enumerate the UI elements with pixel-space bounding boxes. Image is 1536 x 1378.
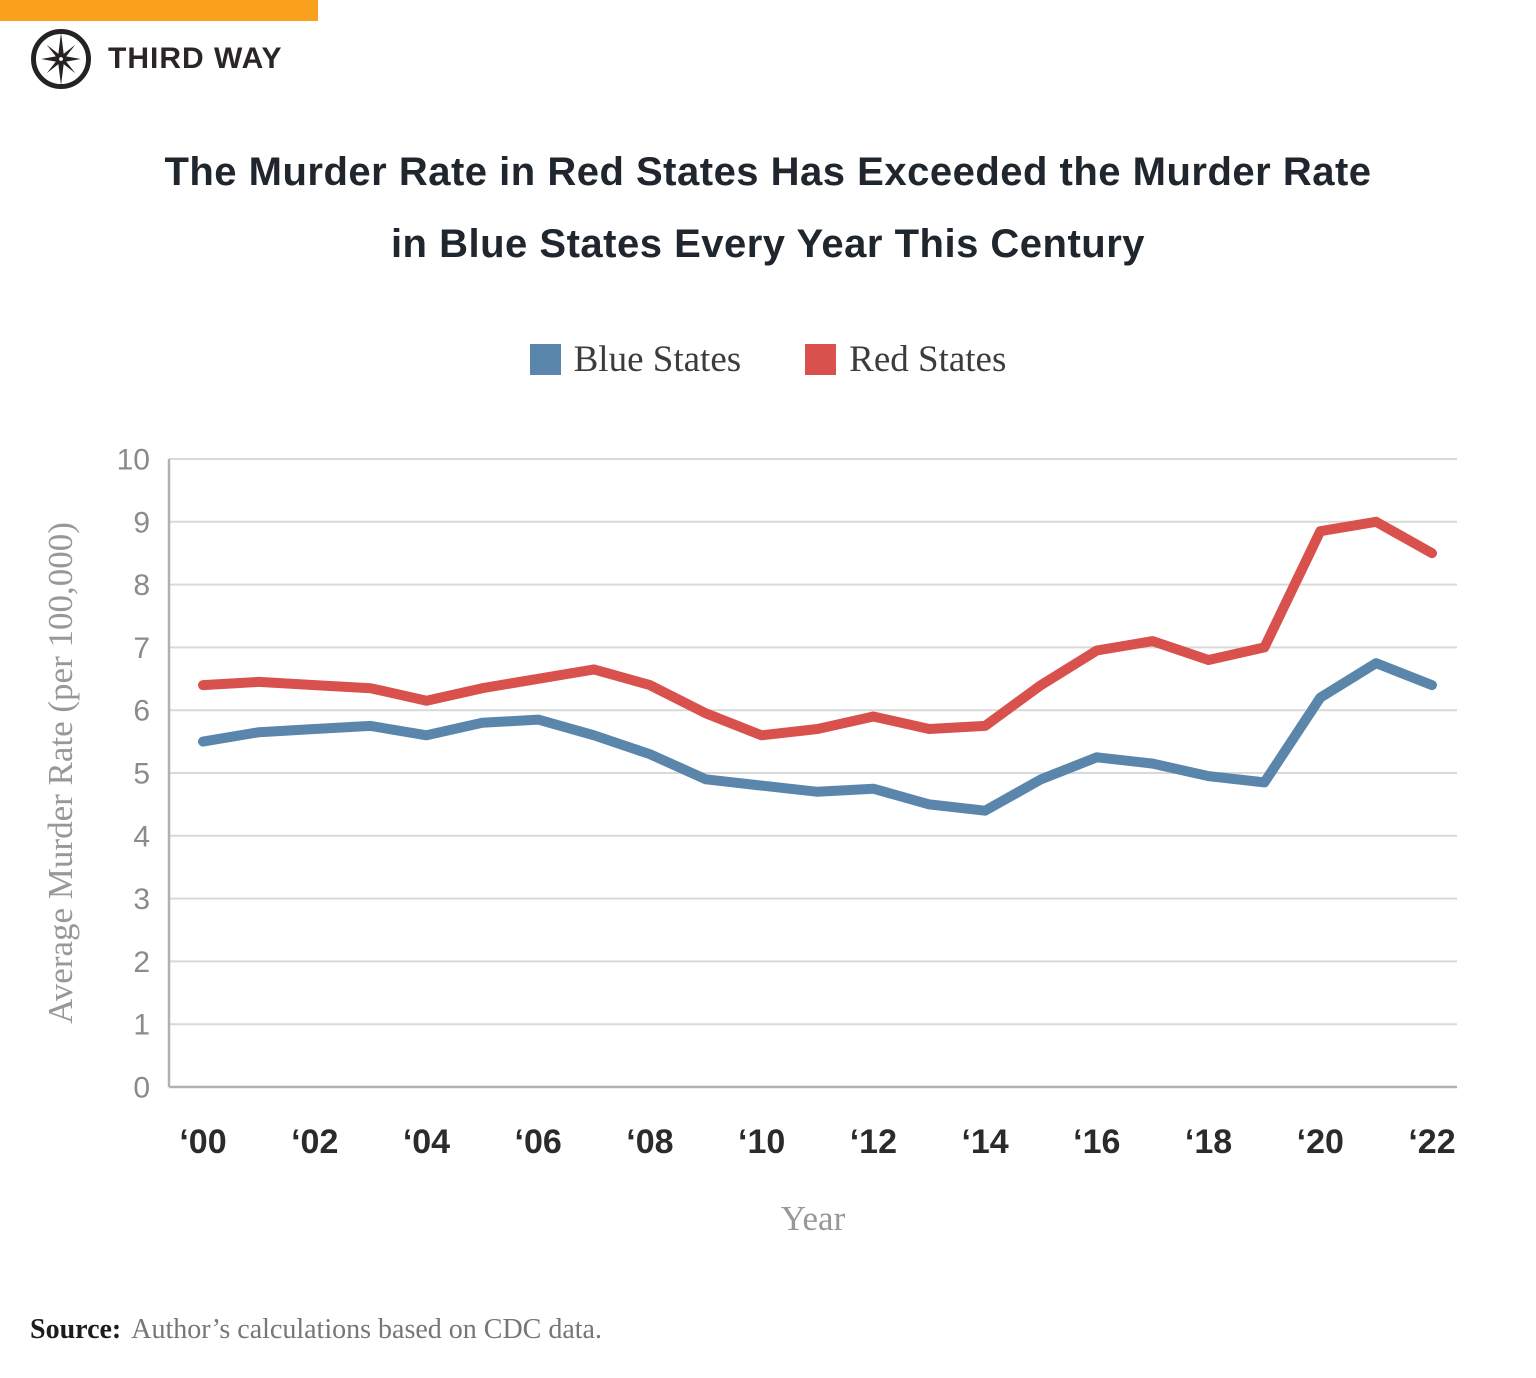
svg-text:5: 5 (133, 758, 150, 791)
chart-title: The Murder Rate in Red States Has Exceed… (0, 136, 1536, 280)
svg-text:6: 6 (133, 695, 150, 728)
svg-text:‘16: ‘16 (1073, 1123, 1120, 1161)
chart-title-line-1: The Murder Rate in Red States Has Exceed… (164, 150, 1372, 194)
third-way-compass-logo-icon (31, 29, 91, 89)
svg-text:‘14: ‘14 (961, 1123, 1008, 1161)
svg-text:‘08: ‘08 (626, 1123, 673, 1161)
source-text: Author’s calculations based on CDC data. (131, 1314, 602, 1345)
svg-text:Year: Year (781, 1199, 846, 1238)
svg-text:3: 3 (133, 883, 150, 916)
brand-header: THIRD WAY (28, 26, 283, 92)
svg-text:0: 0 (133, 1072, 150, 1105)
legend-item-blue-states: Blue States (529, 338, 742, 381)
source-line: Source: Author’s calculations based on CD… (30, 1314, 602, 1346)
legend-swatch-blue (529, 344, 561, 375)
svg-text:‘22: ‘22 (1408, 1123, 1455, 1161)
chart-title-line-2: in Blue States Every Year This Century (390, 222, 1146, 266)
svg-text:‘20: ‘20 (1297, 1123, 1344, 1161)
source-prefix: Source: (30, 1314, 122, 1345)
legend-label-red: Red States (849, 339, 1007, 380)
svg-text:‘10: ‘10 (738, 1123, 785, 1161)
svg-text:2: 2 (133, 946, 150, 979)
svg-text:7: 7 (133, 632, 150, 665)
brand-accent-bar (0, 0, 318, 21)
legend-label-blue: Blue States (573, 339, 742, 380)
murder-rate-line-chart: 0 1 2 3 4 5 6 7 8 9 10 ‘00 ‘02 ‘04 ‘06 ‘08 ‘10 ‘12 ‘14 ‘16 ‘… (41, 444, 1457, 1238)
svg-text:‘00: ‘00 (179, 1123, 226, 1161)
svg-text:10: 10 (117, 444, 150, 477)
svg-text:8: 8 (133, 569, 150, 602)
svg-text:4: 4 (133, 820, 150, 853)
svg-text:‘12: ‘12 (850, 1123, 897, 1161)
svg-text:Average Murder Rate (per 100,0: Average Murder Rate (per 100,000) (41, 522, 80, 1024)
brand-name: THIRD WAY (108, 42, 283, 75)
legend-item-red-states: Red States (805, 338, 1006, 381)
svg-text:1: 1 (133, 1009, 150, 1042)
chart-legend: Blue States Red States (0, 338, 1536, 381)
svg-text:9: 9 (133, 506, 150, 539)
svg-text:‘04: ‘04 (403, 1123, 450, 1161)
svg-text:‘02: ‘02 (291, 1123, 338, 1161)
svg-text:‘06: ‘06 (515, 1123, 562, 1161)
legend-swatch-red (805, 344, 837, 375)
svg-text:‘18: ‘18 (1185, 1123, 1232, 1161)
